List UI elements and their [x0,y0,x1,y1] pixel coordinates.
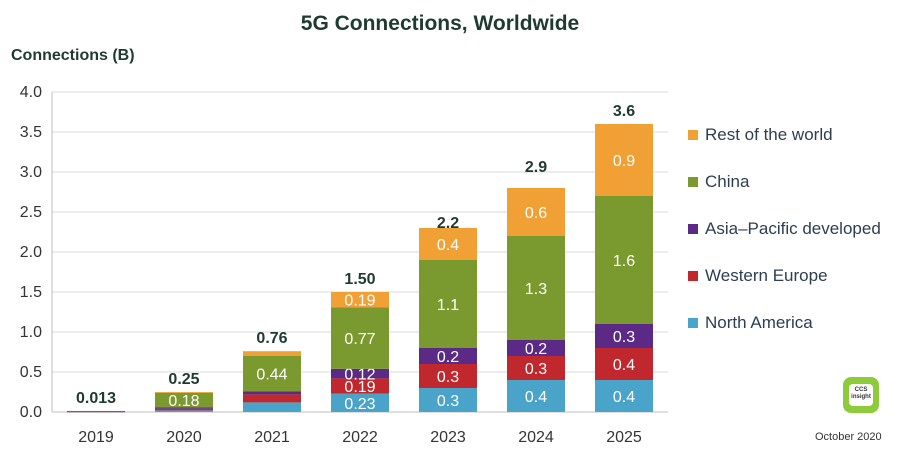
y-tick-label: 1.5 [20,284,42,301]
bar-segment [331,393,389,412]
bar-segment [595,380,653,412]
bar-segment [507,340,565,356]
bar-segment [243,394,301,403]
data-label: 0.19 [344,379,375,396]
legend-label: Rest of the world [705,125,833,144]
bar-segment [67,411,125,412]
data-label: 0.18 [168,393,199,410]
data-label: 0.4 [437,237,459,254]
chart-title: 5G Connections, Worldwide [300,12,580,35]
total-label: 0.013 [76,390,116,407]
bar-segment [419,260,477,348]
bar-segment [419,364,477,388]
data-label: 0.4 [613,357,635,374]
data-label: 0.3 [525,361,547,378]
legend-item-asia-pacific: Asia–Pacific developed [688,218,881,240]
logo-mark: CCS insight [849,384,873,406]
bar-segment [507,380,565,412]
bar-segment [419,388,477,412]
legend-item-north-america: North America [688,312,881,334]
bar-segment [155,407,213,409]
legend-item-rest-of-world: Rest of the world [688,124,881,146]
total-label: 0.25 [168,371,199,388]
data-label: 0.2 [525,341,547,358]
bar-segment [419,348,477,364]
y-axis-label: Connections (B) [11,47,135,64]
legend-swatch [688,177,698,187]
total-label: 3.6 [613,103,635,120]
bar-segment [507,236,565,340]
data-label: 0.12 [344,367,375,384]
bar-segment [243,351,301,356]
bar-segment [331,378,389,394]
data-label: 1.6 [613,253,635,270]
legend-item-china: China [688,171,881,193]
legend-label: Western Europe [705,266,828,285]
x-tick-label: 2024 [518,429,554,446]
legend-label: North America [705,313,813,332]
data-label: 0.6 [525,205,547,222]
legend-label: Asia–Pacific developed [705,219,881,238]
bar-segment [595,196,653,324]
data-label: 0.77 [344,331,375,348]
bar-segment [155,410,213,412]
bar-segment [67,410,125,412]
data-label: 0.3 [437,393,459,410]
footer-date: October 2020 [815,431,882,443]
bar-segment [507,188,565,236]
data-label: 1.1 [437,297,459,314]
bar-segment [155,408,213,411]
bar-segment [243,402,301,412]
legend-swatch [688,224,698,234]
data-label: 0.4 [613,389,635,406]
legend-swatch [688,130,698,140]
total-label: 0.76 [256,330,287,347]
bar-segment [155,392,213,393]
total-label: 1.50 [344,271,375,288]
y-tick-label: 2.5 [20,204,42,221]
x-tick-label: 2020 [166,429,202,446]
total-label: 2.2 [437,215,459,232]
bar-segment [243,356,301,392]
bar-segment [419,228,477,260]
legend-swatch [688,318,698,328]
x-tick-label: 2019 [78,429,114,446]
bar-segment [155,392,213,408]
bar-segment [507,356,565,380]
legend-item-western-europe: Western Europe [688,265,881,287]
legend-swatch [688,271,698,281]
data-label: 0.19 [344,293,375,310]
bar-segment [331,292,389,308]
bar-segment [243,391,301,395]
data-label: 1.3 [525,281,547,298]
y-tick-label: 2.0 [20,244,42,261]
y-tick-label: 0.0 [20,404,42,421]
total-label: 2.9 [525,159,547,176]
data-label: 0.2 [437,349,459,366]
data-label: 0.9 [613,153,635,170]
bar-segment [595,348,653,380]
ccs-insight-logo: CCS insight [843,377,879,413]
y-tick-label: 0.5 [20,364,42,381]
y-tick-label: 1.0 [20,324,42,341]
data-label: 0.3 [437,369,459,386]
data-label: 0.3 [613,329,635,346]
x-tick-label: 2021 [254,429,290,446]
data-label: 0.23 [344,396,375,413]
bar-segment [331,307,389,369]
data-label: 0.44 [256,367,287,384]
bar-segment [331,368,389,379]
x-tick-label: 2023 [430,429,466,446]
x-tick-label: 2025 [606,429,642,446]
data-label: 0.4 [525,389,547,406]
legend-label: China [705,172,750,191]
bar-segment [595,324,653,348]
x-tick-label: 2022 [342,429,378,446]
y-tick-label: 3.5 [20,124,42,141]
y-tick-label: 4.0 [20,84,42,101]
bar-segment [595,124,653,196]
y-tick-label: 3.0 [20,164,42,181]
legend: Rest of the world China Asia–Pacific dev… [688,124,881,359]
